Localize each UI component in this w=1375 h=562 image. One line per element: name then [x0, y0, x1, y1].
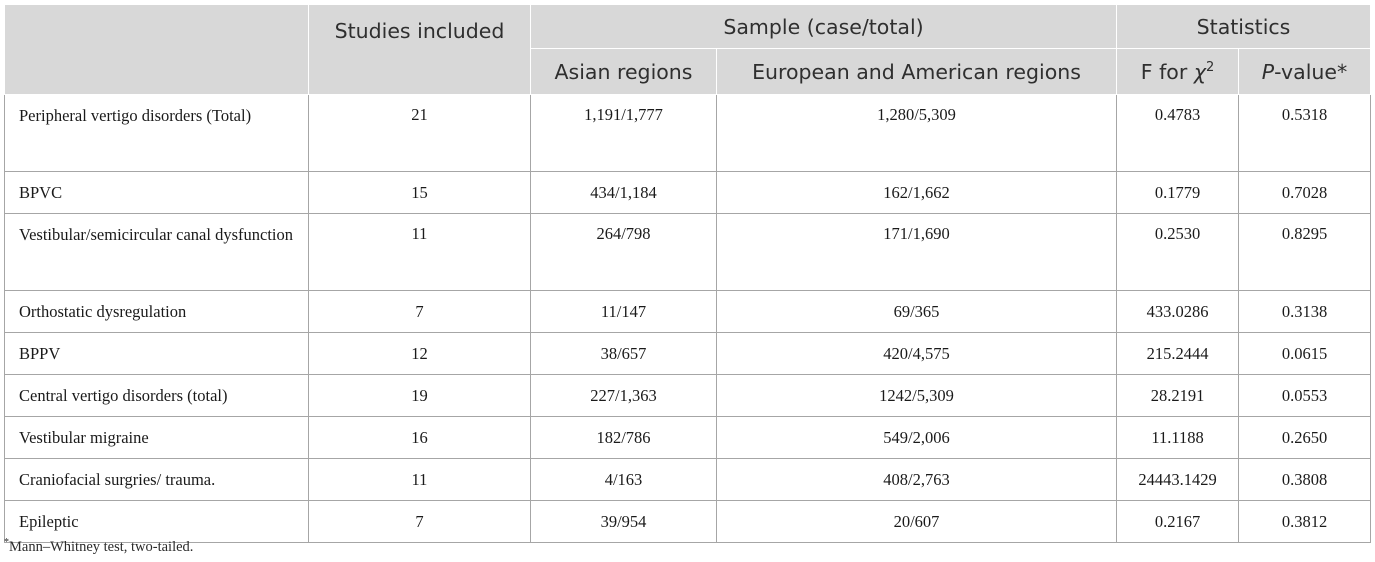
euro-american-cell: 420/4,575	[717, 333, 1117, 375]
header-p-rest: -value*	[1274, 60, 1347, 84]
row-label: Orthostatic dysregulation	[5, 291, 309, 333]
table-row: Vestibular migraine 16 182/786 549/2,006 11.…	[5, 417, 1371, 459]
euro-american-cell: 408/2,763	[717, 459, 1117, 501]
header-p-italic: P	[1262, 60, 1274, 84]
studies-cell: 21	[309, 95, 531, 172]
f-statistic-cell: 24443.1429	[1117, 459, 1239, 501]
asian-cell: 182/786	[531, 417, 717, 459]
p-value-cell: 0.3138	[1239, 291, 1371, 333]
row-label: Vestibular/semicircular canal dysfunctio…	[5, 214, 309, 291]
asian-cell: 11/147	[531, 291, 717, 333]
table-header: Studies included Sample (case/total) Sta…	[5, 5, 1371, 95]
header-chi-superscript: 2	[1206, 60, 1214, 75]
f-statistic-cell: 433.0286	[1117, 291, 1239, 333]
studies-cell: 11	[309, 459, 531, 501]
table-row: BPVC 15 434/1,184 162/1,662 0.1779 0.7028	[5, 172, 1371, 214]
p-value-cell: 0.7028	[1239, 172, 1371, 214]
table-row: BPPV 12 38/657 420/4,575 215.2444 0.0615	[5, 333, 1371, 375]
header-european-american-regions: European and American regions	[717, 49, 1117, 95]
header-chi-symbol: χ	[1194, 60, 1206, 84]
p-value-cell: 0.8295	[1239, 214, 1371, 291]
table-row: Peripheral vertigo disorders (Total) 21 1,…	[5, 95, 1371, 172]
p-value-cell: 0.3812	[1239, 501, 1371, 543]
f-statistic-cell: 0.4783	[1117, 95, 1239, 172]
row-label: BPVC	[5, 172, 309, 214]
studies-cell: 16	[309, 417, 531, 459]
table-row: Central vertigo disorders (total) 19 227/1…	[5, 375, 1371, 417]
euro-american-cell: 171/1,690	[717, 214, 1117, 291]
data-table: Studies included Sample (case/total) Sta…	[4, 4, 1371, 543]
f-statistic-cell: 0.1779	[1117, 172, 1239, 214]
studies-cell: 7	[309, 501, 531, 543]
row-label: Peripheral vertigo disorders (Total)	[5, 95, 309, 172]
studies-cell: 12	[309, 333, 531, 375]
p-value-cell: 0.0615	[1239, 333, 1371, 375]
f-statistic-cell: 0.2530	[1117, 214, 1239, 291]
asian-cell: 38/657	[531, 333, 717, 375]
studies-cell: 19	[309, 375, 531, 417]
asian-cell: 227/1,363	[531, 375, 717, 417]
studies-cell: 11	[309, 214, 531, 291]
table-container: Studies included Sample (case/total) Sta…	[4, 4, 1370, 543]
f-statistic-cell: 215.2444	[1117, 333, 1239, 375]
p-value-cell: 0.3808	[1239, 459, 1371, 501]
table-row: Vestibular/semicircular canal dysfunctio…	[5, 214, 1371, 291]
header-p-value: P-value*	[1239, 49, 1371, 95]
studies-cell: 7	[309, 291, 531, 333]
asian-cell: 39/954	[531, 501, 717, 543]
p-value-cell: 0.0553	[1239, 375, 1371, 417]
row-label: Vestibular migraine	[5, 417, 309, 459]
table-row: Orthostatic dysregulation 7 11/147 69/365 43…	[5, 291, 1371, 333]
euro-american-cell: 69/365	[717, 291, 1117, 333]
p-value-cell: 0.2650	[1239, 417, 1371, 459]
footnote-text: Mann–Whitney test, two-tailed.	[9, 539, 193, 555]
row-label: Central vertigo disorders (total)	[5, 375, 309, 417]
header-f-chi-square: F for χ2	[1117, 49, 1239, 95]
asian-cell: 434/1,184	[531, 172, 717, 214]
table-body: Peripheral vertigo disorders (Total) 21 1,…	[5, 95, 1371, 543]
p-value-cell: 0.5318	[1239, 95, 1371, 172]
asian-cell: 4/163	[531, 459, 717, 501]
euro-american-cell: 1242/5,309	[717, 375, 1117, 417]
header-studies-included: Studies included	[309, 5, 531, 95]
header-blank	[5, 5, 309, 95]
table-row: Epileptic 7 39/954 20/607 0.2167 0.3812	[5, 501, 1371, 543]
footnote: *Mann–Whitney test, two-tailed.	[4, 537, 193, 556]
euro-american-cell: 20/607	[717, 501, 1117, 543]
euro-american-cell: 162/1,662	[717, 172, 1117, 214]
header-statistics-group: Statistics	[1117, 5, 1371, 49]
asian-cell: 1,191/1,777	[531, 95, 717, 172]
header-sample-group: Sample (case/total)	[531, 5, 1117, 49]
f-statistic-cell: 11.1188	[1117, 417, 1239, 459]
studies-cell: 15	[309, 172, 531, 214]
row-label: BPPV	[5, 333, 309, 375]
header-f-label: F for	[1141, 60, 1188, 84]
f-statistic-cell: 28.2191	[1117, 375, 1239, 417]
euro-american-cell: 549/2,006	[717, 417, 1117, 459]
f-statistic-cell: 0.2167	[1117, 501, 1239, 543]
table-row: Craniofacial surgries/ trauma. 11 4/163 408…	[5, 459, 1371, 501]
header-asian-regions: Asian regions	[531, 49, 717, 95]
row-label: Craniofacial surgries/ trauma.	[5, 459, 309, 501]
asian-cell: 264/798	[531, 214, 717, 291]
euro-american-cell: 1,280/5,309	[717, 95, 1117, 172]
